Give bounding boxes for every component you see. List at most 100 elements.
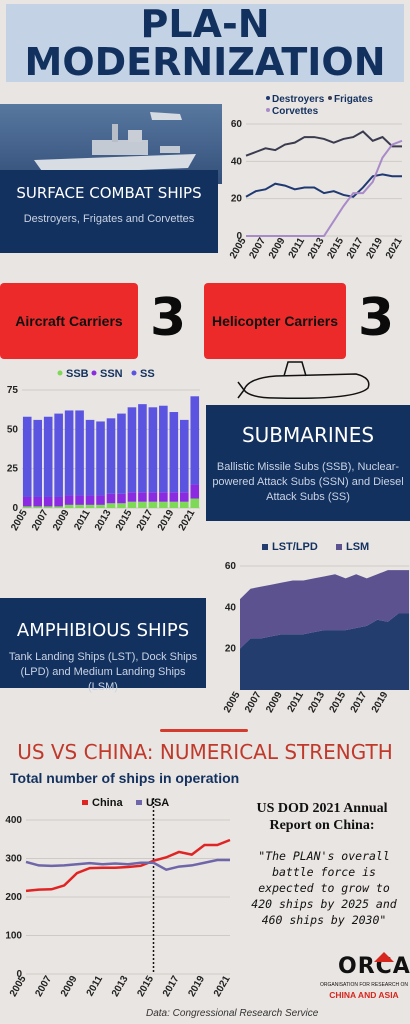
- surface-subtitle: Destroyers, Frigates and Corvettes: [23, 213, 195, 225]
- bar-ss: [169, 412, 179, 493]
- legend-label-ss: SS: [140, 368, 155, 380]
- x-tick-label: 2009: [267, 236, 288, 261]
- submarines-subtitle: Ballistic Missile Subs (SSB), Nuclear-po…: [212, 461, 404, 503]
- bar-ssn: [190, 484, 200, 499]
- x-tick-label: 2007: [30, 508, 51, 533]
- bar-ssn: [106, 493, 116, 504]
- title-background: [6, 4, 404, 82]
- logo-word: ORCA: [338, 954, 410, 979]
- legend-marker-ss: [131, 370, 137, 376]
- orca-logo: ORCA ORGANISATION FOR RESEARCH ON CHINA …: [320, 952, 410, 1012]
- series-usa: [25, 858, 230, 871]
- bar-ssb: [54, 506, 63, 508]
- legend-marker-ssn: [91, 370, 97, 376]
- legend-marker-china: [82, 800, 88, 805]
- comparison-title: US VS CHINA: NUMERICAL STRENGTH: [17, 740, 393, 764]
- y-tick-label: 60: [225, 561, 237, 572]
- bar-ss: [106, 418, 116, 494]
- bar-ss: [64, 410, 74, 496]
- helicopter-carriers-label: Helicopter Carriers: [204, 283, 346, 359]
- y-tick-label: 0: [16, 969, 22, 980]
- y-tick-label: 40: [231, 156, 243, 167]
- bar-ssb: [22, 506, 32, 508]
- bar-ssn: [138, 492, 147, 502]
- source-note: Data: Congressional Research Service: [146, 1008, 319, 1019]
- logo-line2: CHINA AND ASIA: [329, 990, 399, 1000]
- area-lsm: [240, 570, 409, 649]
- legend-marker-usa: [136, 800, 142, 805]
- x-tick-label: 2005: [222, 690, 243, 715]
- bar-ssb: [148, 501, 158, 508]
- amphibious-title: AMPHIBIOUS SHIPS: [16, 620, 190, 641]
- report-title: US DOD 2021 Annual Report on China:: [256, 801, 388, 833]
- legend-label-frigates: Frigates: [334, 94, 373, 105]
- x-tick-label: 2017: [349, 690, 370, 715]
- x-tick-label: 2015: [328, 690, 349, 715]
- bar-ssn: [43, 496, 53, 507]
- x-tick-label: 2015: [135, 974, 156, 999]
- surface-series-corvettes: [246, 139, 403, 237]
- bar-ssn: [159, 492, 168, 502]
- submarines-panel: SUBMARINES Ballistic Missile Subs (SSB),…: [206, 405, 410, 521]
- x-tick-label: 2021: [212, 974, 233, 999]
- surface-series-frigates: [245, 130, 402, 157]
- x-tick-label: 2019: [156, 508, 177, 533]
- bar-ssn: [180, 492, 189, 502]
- legend-label-lsm: LSM: [346, 541, 369, 553]
- legend-label-usa: USA: [146, 797, 169, 809]
- x-tick-label: 2019: [370, 690, 391, 715]
- bar-ssb: [33, 506, 42, 508]
- submarines-title: SUBMARINES: [241, 423, 375, 447]
- bar-ssb: [190, 498, 200, 508]
- legend-label-ssb: SSB: [66, 368, 89, 380]
- bar-ss: [117, 413, 126, 494]
- bar-ssb: [138, 501, 147, 508]
- bar-ss: [127, 407, 137, 493]
- logo-line1: ORGANISATION FOR RESEARCH ON: [320, 982, 408, 988]
- legend-marker-lsm: [336, 544, 342, 550]
- bar-ssn: [169, 492, 179, 502]
- bar-ss: [22, 416, 32, 497]
- y-tick-label: 40: [225, 602, 237, 613]
- y-tick-label: 300: [5, 854, 22, 865]
- helicopter-carriers-count: 3: [358, 288, 395, 348]
- bar-ss: [85, 419, 95, 496]
- bar-ssb: [85, 504, 95, 508]
- bar-ssn: [96, 495, 105, 505]
- bar-ssb: [75, 504, 84, 508]
- bar-ss: [148, 407, 158, 493]
- bar-ssb: [159, 501, 168, 508]
- bar-ssn: [75, 495, 84, 505]
- x-tick-label: 2019: [186, 974, 207, 999]
- bar-ssb: [64, 504, 74, 508]
- bar-ssb: [96, 504, 105, 508]
- amphibious-subtitle: Tank Landing Ships (LST), Dock Ships (LP…: [8, 651, 198, 693]
- aircraft-carriers-label: Aircraft Carriers: [0, 283, 138, 359]
- page-title-line2: MODERNIZATION: [24, 40, 386, 84]
- y-tick-label: 0: [12, 503, 18, 514]
- y-tick-label: 50: [7, 424, 19, 435]
- legend-marker-corvettes: [266, 108, 270, 112]
- x-tick-label: 2007: [33, 974, 54, 999]
- y-tick-label: 20: [225, 644, 237, 655]
- y-tick-label: 0: [236, 231, 242, 242]
- bar-ssn: [64, 495, 74, 505]
- y-tick-label: 25: [7, 464, 19, 475]
- legend-marker-destroyers: [266, 96, 270, 100]
- y-tick-label: 200: [5, 892, 22, 903]
- y-tick-label: 400: [5, 815, 22, 826]
- bar-ssn: [117, 493, 126, 504]
- legend-label-china: China: [92, 797, 123, 809]
- x-tick-label: 2009: [264, 690, 285, 715]
- x-tick-label: 2021: [384, 236, 405, 261]
- page-title-line1: PLA-N: [140, 2, 270, 46]
- x-tick-label: 2005: [8, 974, 29, 999]
- bar-ssb: [117, 503, 126, 508]
- legend-label-destroyers: Destroyers: [272, 94, 325, 105]
- bar-ssn: [85, 495, 95, 505]
- section-underline: [160, 729, 248, 732]
- legend-marker-ssb: [57, 370, 63, 376]
- x-tick-label: 2015: [114, 508, 135, 533]
